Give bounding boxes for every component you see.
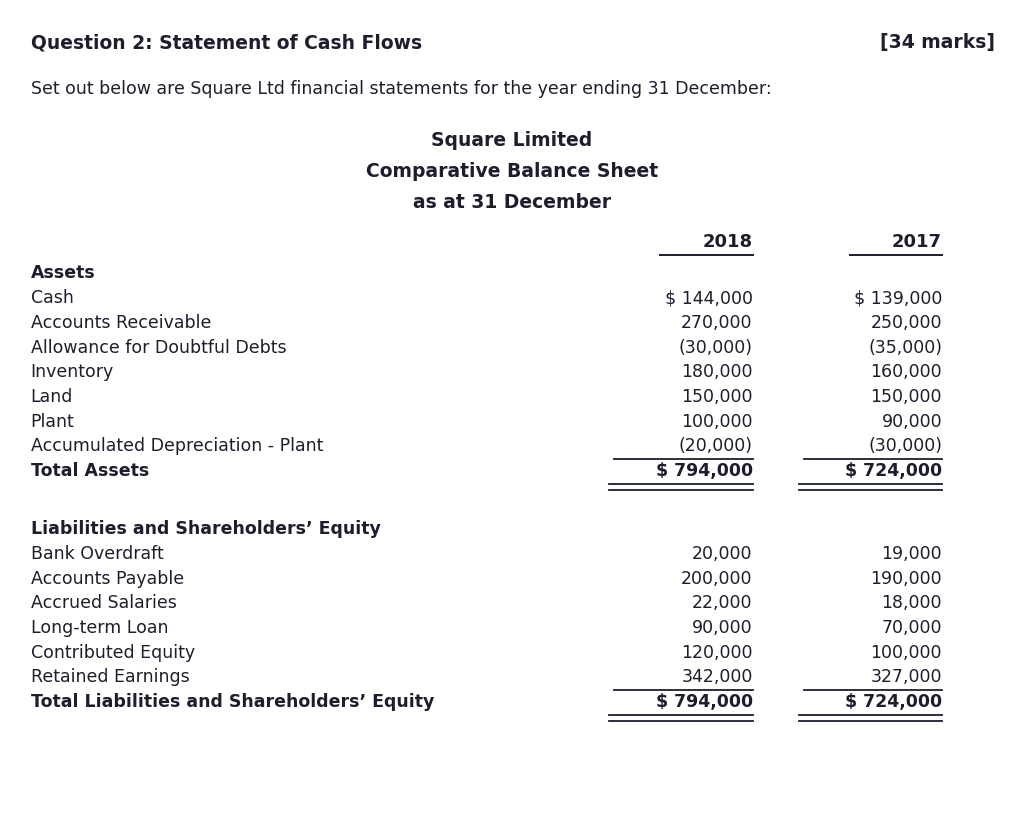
Text: 20,000: 20,000 [692,544,753,563]
Text: $ 724,000: $ 724,000 [845,692,942,711]
Text: 190,000: 190,000 [870,568,942,587]
Text: Comparative Balance Sheet: Comparative Balance Sheet [366,162,658,181]
Text: 100,000: 100,000 [681,412,753,431]
Text: 90,000: 90,000 [692,618,753,636]
Text: 2018: 2018 [702,232,753,251]
Text: (30,000): (30,000) [679,339,753,356]
Text: 19,000: 19,000 [882,544,942,563]
Text: Set out below are Square Ltd financial statements for the year ending 31 Decembe: Set out below are Square Ltd financial s… [31,79,771,98]
Text: Accounts Payable: Accounts Payable [31,568,184,587]
Text: Question 2: Statement of Cash Flows: Question 2: Statement of Cash Flows [31,33,422,53]
Text: Bank Overdraft: Bank Overdraft [31,544,164,563]
Text: Land: Land [31,388,73,405]
Text: Assets: Assets [31,264,95,283]
Text: [34 marks]: [34 marks] [881,33,995,53]
Text: Contributed Equity: Contributed Equity [31,643,195,661]
Text: 100,000: 100,000 [870,643,942,661]
Text: 2017: 2017 [892,232,942,251]
Text: 180,000: 180,000 [681,363,753,381]
Text: 327,000: 327,000 [870,667,942,686]
Text: 342,000: 342,000 [681,667,753,686]
Text: Square Limited: Square Limited [431,131,593,150]
Text: Total Assets: Total Assets [31,461,148,480]
Text: $ 794,000: $ 794,000 [655,461,753,480]
Text: 120,000: 120,000 [681,643,753,661]
Text: Total Liabilities and Shareholders’ Equity: Total Liabilities and Shareholders’ Equi… [31,692,434,711]
Text: $ 139,000: $ 139,000 [854,289,942,307]
Text: 18,000: 18,000 [882,594,942,612]
Text: Retained Earnings: Retained Earnings [31,667,189,686]
Text: Inventory: Inventory [31,363,114,381]
Text: 270,000: 270,000 [681,314,753,332]
Text: 90,000: 90,000 [882,412,942,431]
Text: $ 144,000: $ 144,000 [665,289,753,307]
Text: 150,000: 150,000 [681,388,753,405]
Text: (35,000): (35,000) [868,339,942,356]
Text: 200,000: 200,000 [681,568,753,587]
Text: Allowance for Doubtful Debts: Allowance for Doubtful Debts [31,339,287,356]
Text: Liabilities and Shareholders’ Equity: Liabilities and Shareholders’ Equity [31,519,381,538]
Text: 160,000: 160,000 [870,363,942,381]
Text: Long-term Loan: Long-term Loan [31,618,168,636]
Text: $ 724,000: $ 724,000 [845,461,942,480]
Text: (20,000): (20,000) [679,436,753,455]
Text: 250,000: 250,000 [870,314,942,332]
Text: Accumulated Depreciation - Plant: Accumulated Depreciation - Plant [31,436,324,455]
Text: (30,000): (30,000) [868,436,942,455]
Text: Plant: Plant [31,412,75,431]
Text: Accrued Salaries: Accrued Salaries [31,594,176,612]
Text: Accounts Receivable: Accounts Receivable [31,314,211,332]
Text: $ 794,000: $ 794,000 [655,692,753,711]
Text: 22,000: 22,000 [692,594,753,612]
Text: as at 31 December: as at 31 December [413,193,611,212]
Text: 150,000: 150,000 [870,388,942,405]
Text: Cash: Cash [31,289,74,307]
Text: 70,000: 70,000 [882,618,942,636]
